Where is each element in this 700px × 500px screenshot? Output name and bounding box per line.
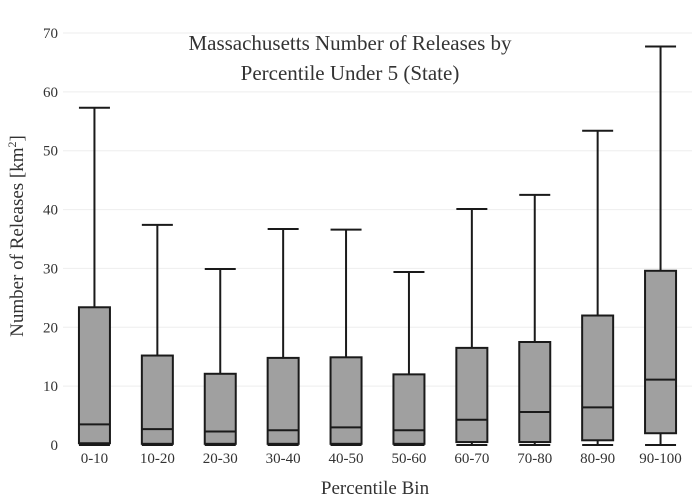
iqr-box [140, 354, 174, 445]
x-tick-label: 0-10 [81, 451, 109, 467]
box-70-80 [518, 193, 552, 446]
boxes [77, 45, 678, 446]
x-axis-title: Percentile Bin [321, 478, 430, 499]
x-tick-label: 10-20 [140, 451, 175, 467]
y-tick-label: 50 [43, 144, 58, 160]
box-90-100 [644, 45, 678, 446]
y-axis-title-close: ] [7, 135, 28, 141]
x-tick-label: 20-30 [203, 451, 238, 467]
iqr-box [644, 269, 678, 435]
gridlines [63, 32, 692, 387]
y-tick-label: 20 [43, 320, 58, 336]
y-tick-label: 60 [43, 85, 58, 101]
x-axis-ticks: 0-10 10-20 20-30 30-40 40-50 50-60 60-70 70-80 8… [81, 451, 682, 467]
box-20-30 [203, 268, 237, 446]
y-tick-label: 70 [43, 26, 58, 42]
iqr-box [518, 341, 552, 444]
box-10-20 [140, 223, 174, 446]
iqr-box [203, 372, 237, 445]
y-tick-label: 30 [43, 261, 58, 277]
box-40-50 [329, 228, 363, 446]
x-tick-label: 80-90 [580, 451, 615, 467]
y-axis-ticks: 0 10 20 30 40 50 60 70 [43, 26, 58, 454]
y-axis-title-superscript: 2 [5, 141, 19, 147]
y-tick-label: 10 [43, 379, 58, 395]
box-50-60 [392, 270, 426, 446]
x-tick-label: 50-60 [391, 451, 426, 467]
x-tick-label: 60-70 [454, 451, 489, 467]
iqr-box [329, 356, 363, 445]
box-0-10 [77, 106, 111, 446]
x-tick-label: 70-80 [517, 451, 552, 467]
y-axis-title: Number of Releases [km2] [5, 135, 28, 337]
box-30-40 [266, 227, 300, 446]
x-tick-label: 40-50 [329, 451, 364, 467]
iqr-box [392, 373, 426, 445]
y-tick-label: 40 [43, 203, 58, 219]
chart-title-line-1: Massachusetts Number of Releases by [188, 31, 512, 55]
x-tick-label: 90-100 [639, 451, 682, 467]
box-80-90 [581, 129, 615, 446]
box-60-70 [455, 207, 489, 446]
y-tick-label: 0 [51, 438, 59, 454]
chart-title-line-2: Percentile Under 5 (State) [241, 61, 460, 85]
y-axis-title-main: Number of Releases [km [7, 147, 28, 337]
iqr-box [581, 314, 615, 442]
iqr-box [77, 306, 111, 445]
iqr-box [455, 346, 489, 444]
x-tick-label: 30-40 [266, 451, 301, 467]
